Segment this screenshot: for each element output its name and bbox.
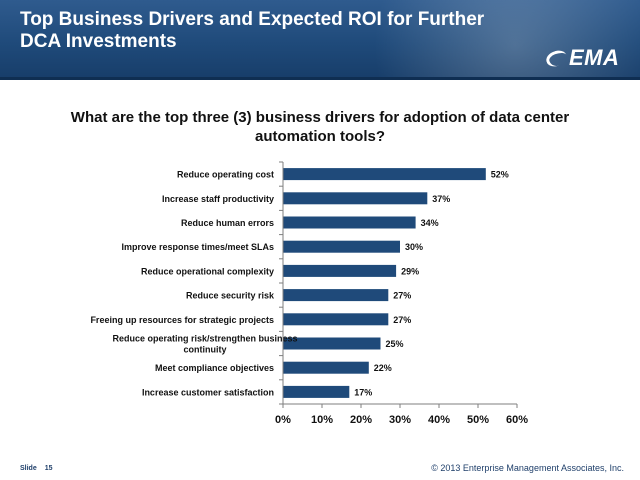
data-label-8: 25% — [386, 339, 404, 349]
slide-label: Slide — [20, 465, 37, 472]
data-label-5: 29% — [401, 266, 419, 276]
category-label-6: Reduce security risk — [186, 291, 275, 301]
data-label-4: 30% — [405, 242, 423, 252]
ema-logo: EMA — [544, 45, 620, 70]
data-label-3: 34% — [421, 218, 439, 228]
category-label-3: Reduce human errors — [181, 218, 274, 228]
data-label-1: 52% — [491, 170, 509, 180]
x-tick-label-2: 20% — [350, 414, 372, 426]
data-label-7: 27% — [393, 315, 411, 325]
x-tick-label-0: 0% — [275, 414, 291, 426]
logo-text: EMA — [569, 45, 620, 70]
x-tick-label-5: 50% — [467, 414, 489, 426]
data-label-6: 27% — [393, 291, 411, 301]
data-label-9: 22% — [374, 363, 392, 373]
bar-1 — [283, 168, 486, 181]
bar-2 — [283, 192, 428, 205]
category-label-5: Reduce operational complexity — [141, 266, 274, 276]
bar-5 — [283, 264, 397, 277]
bar-7 — [283, 313, 389, 326]
x-tick-label-6: 60% — [506, 414, 528, 426]
slide-number: 15 — [44, 465, 53, 472]
copyright-notice: © 2013 Enterprise Management Associates,… — [431, 463, 624, 473]
bar-3 — [283, 216, 416, 229]
category-label-10: Increase customer satisfaction — [142, 387, 274, 397]
category-label-9: Meet compliance objectives — [155, 363, 274, 373]
bar-4 — [283, 240, 400, 253]
slide-number-label: Slide 15 — [20, 465, 53, 472]
bar-6 — [283, 289, 389, 302]
x-tick-label-3: 30% — [389, 414, 411, 426]
data-label-2: 37% — [432, 194, 450, 204]
category-label-4: Improve response times/meet SLAs — [121, 242, 274, 252]
category-label-7: Freeing up resources for strategic proje… — [90, 315, 274, 325]
category-label-8: Reduce operating risk/strengthen busines… — [112, 334, 297, 355]
category-label-2: Increase staff productivity — [162, 194, 274, 204]
chart-title: What are the top three (3) business driv… — [70, 109, 570, 145]
x-tick-label-4: 40% — [428, 414, 450, 426]
slide-header: Top Business Drivers and Expected ROI fo… — [0, 0, 640, 80]
globe-graphic — [350, 0, 640, 80]
slide-title: Top Business Drivers and Expected ROI fo… — [20, 9, 485, 52]
bar-9 — [283, 361, 369, 374]
bar-10 — [283, 385, 350, 398]
bar-chart: 52% Reduce operating cost 37% Increase staf… — [90, 161, 528, 426]
logo-swoosh-icon — [544, 47, 569, 69]
bar-8 — [283, 337, 381, 350]
data-label-10: 17% — [354, 387, 372, 397]
category-label-1: Reduce operating cost — [177, 170, 274, 180]
x-tick-label-1: 10% — [311, 414, 333, 426]
